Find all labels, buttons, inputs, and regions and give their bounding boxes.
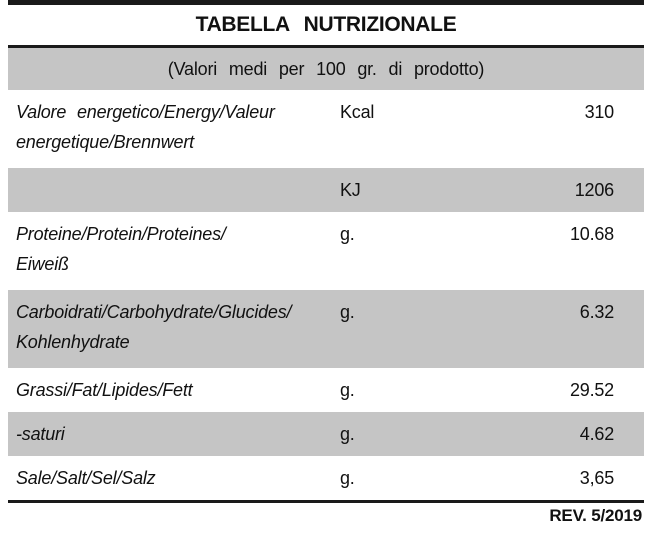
nutrient-value: 10.68 (569, 224, 614, 244)
top-rule (8, 0, 644, 5)
nutrient-unit: g. (340, 380, 355, 400)
nutrient-label-line: Valore energetico/Energy/Valeur (16, 102, 275, 122)
row-salt: Sale/Salt/Sel/Salz g. 3,65 (8, 456, 644, 500)
nutrient-label: Sale/Salt/Sel/Salz (8, 463, 340, 493)
row-carbohydrate: Carboidrati/Carbohydrate/Glucides/ Kohle… (8, 290, 644, 368)
nutrient-unit: g. (340, 302, 355, 322)
nutrient-label-line: Proteine/Protein/Proteines/ (16, 224, 226, 244)
footer-rule (8, 500, 644, 503)
nutrient-label: Grassi/Fat/Lipides/Fett (8, 375, 340, 405)
row-saturated-fat: -saturi g. 4.62 (8, 412, 644, 456)
nutrient-label: Proteine/Protein/Proteines/ Eiweiß (8, 219, 340, 279)
row-fat: Grassi/Fat/Lipides/Fett g. 29.52 (8, 368, 644, 412)
nutrient-label: Carboidrati/Carbohydrate/Glucides/ Kohle… (8, 297, 340, 357)
nutrient-label-line: Kohlenhydrate (16, 332, 130, 352)
nutrient-label-line: Eiweiß (16, 254, 69, 274)
panel-title: TABELLA NUTRIZIONALE (195, 13, 457, 36)
nutrient-label: Valore energetico/Energy/Valeur energeti… (8, 97, 340, 157)
nutrient-label-line: Grassi/Fat/Lipides/Fett (16, 380, 193, 400)
serving-basis-text: (Valori medi per 100 gr. di prodotto) (167, 58, 485, 79)
nutrient-label (8, 175, 340, 205)
revision-label: REV. 5/2019 (549, 505, 642, 525)
nutrient-value: 1206 (574, 180, 614, 200)
nutrient-unit: Kcal (340, 102, 375, 122)
row-protein: Proteine/Protein/Proteines/ Eiweiß g. 10… (8, 212, 644, 290)
row-energy-kj: KJ 1206 (8, 168, 644, 212)
row-energy-kcal: Valore energetico/Energy/Valeur energeti… (8, 90, 644, 168)
nutrient-unit: g. (340, 468, 355, 488)
nutrient-value: 310 (584, 102, 615, 122)
serving-basis-band: (Valori medi per 100 gr. di prodotto) (8, 48, 644, 90)
nutrient-label-line: Carboidrati/Carbohydrate/Glucides/ (16, 302, 292, 322)
nutrient-unit: g. (340, 424, 355, 444)
nutrition-facts-panel: TABELLA NUTRIZIONALE (Valori medi per 10… (8, 0, 644, 528)
nutrient-label-line: Sale/Salt/Sel/Salz (16, 468, 156, 488)
nutrient-label-line: -saturi (16, 424, 65, 444)
nutrient-value: 4.62 (579, 424, 614, 444)
nutrient-label: -saturi (8, 419, 340, 449)
nutrient-value: 29.52 (569, 380, 614, 400)
footer-band: REV. 5/2019 (8, 503, 644, 528)
nutrient-unit: KJ (340, 180, 361, 200)
nutrient-value: 6.32 (579, 302, 614, 322)
title-band: TABELLA NUTRIZIONALE (8, 5, 644, 45)
nutrient-label-line: energetique/Brennwert (16, 132, 194, 152)
nutrient-value: 3,65 (579, 468, 614, 488)
header-rule (8, 45, 644, 48)
nutrient-unit: g. (340, 224, 355, 244)
